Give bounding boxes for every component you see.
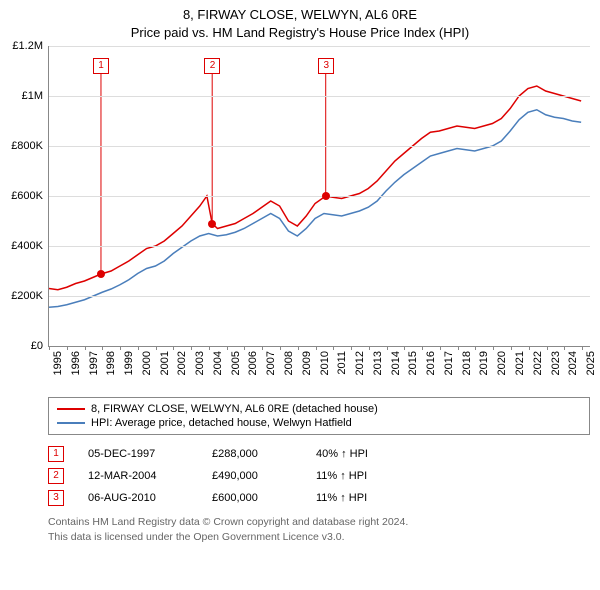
x-tick-label: 2016 [425, 351, 437, 375]
sale-marker-icon: 1 [48, 446, 64, 462]
x-tick-label: 2019 [478, 351, 490, 375]
sale-marker-flag: 2 [204, 58, 220, 74]
legend-item: HPI: Average price, detached house, Welw… [57, 416, 581, 430]
x-tick-label: 2013 [372, 351, 384, 375]
y-tick-label: £600K [11, 190, 49, 202]
sale-marker-dot [208, 220, 216, 228]
sale-price: £288,000 [212, 448, 292, 460]
x-tick-label: 2025 [585, 351, 597, 375]
sale-hpi: 11% ↑ HPI [316, 492, 367, 504]
x-tick-label: 2015 [407, 351, 419, 375]
y-tick-label: £1.2M [12, 40, 49, 52]
x-tick-label: 2023 [550, 351, 562, 375]
sale-price: £600,000 [212, 492, 292, 504]
x-tick-label: 2010 [319, 351, 331, 375]
x-axis-labels: 1995 1996 1997 1998 1999 2000 2001 2002 2003 2004… [48, 347, 590, 389]
x-tick-label: 1996 [70, 351, 82, 375]
footer-line: This data is licensed under the Open Gov… [48, 530, 590, 544]
x-tick-label: 2021 [514, 351, 526, 375]
x-tick-label: 2006 [247, 351, 259, 375]
y-tick-label: £1M [22, 90, 49, 102]
y-tick-label: £400K [11, 240, 49, 252]
legend: 8, FIRWAY CLOSE, WELWYN, AL6 0RE (detach… [48, 397, 590, 435]
sales-row: 3 06-AUG-2010 £600,000 11% ↑ HPI [48, 487, 590, 509]
x-tick-label: 1997 [88, 351, 100, 375]
sales-row: 1 05-DEC-1997 £288,000 40% ↑ HPI [48, 443, 590, 465]
title-line-1: 8, FIRWAY CLOSE, WELWYN, AL6 0RE [0, 6, 600, 24]
x-tick-label: 2012 [354, 351, 366, 375]
x-tick-label: 2004 [212, 351, 224, 375]
legend-label: 8, FIRWAY CLOSE, WELWYN, AL6 0RE (detach… [91, 403, 378, 415]
x-tick-label: 2018 [461, 351, 473, 375]
footer-line: Contains HM Land Registry data © Crown c… [48, 515, 590, 529]
x-tick-label: 2002 [176, 351, 188, 375]
y-tick-label: £0 [31, 340, 49, 352]
sale-date: 05-DEC-1997 [88, 448, 188, 460]
series-line [49, 86, 581, 290]
x-tick-label: 2020 [496, 351, 508, 375]
sale-marker-flag: 3 [318, 58, 334, 74]
footer: Contains HM Land Registry data © Crown c… [48, 515, 590, 543]
series-line [49, 110, 581, 308]
title-line-2: Price paid vs. HM Land Registry's House … [0, 24, 600, 42]
sales-table: 1 05-DEC-1997 £288,000 40% ↑ HPI 2 12-MA… [48, 443, 590, 509]
x-tick-label: 2014 [390, 351, 402, 375]
sale-hpi: 11% ↑ HPI [316, 470, 367, 482]
plot-area: £0£200K£400K£600K£800K£1M£1.2M123 [48, 46, 590, 347]
legend-swatch [57, 422, 85, 424]
x-tick-label: 1995 [52, 351, 64, 375]
x-tick-label: 2000 [141, 351, 153, 375]
chart-container: { "title": { "line1": "8, FIRWAY CLOSE, … [0, 0, 600, 544]
legend-item: 8, FIRWAY CLOSE, WELWYN, AL6 0RE (detach… [57, 402, 581, 416]
x-tick-label: 2008 [283, 351, 295, 375]
sale-hpi: 40% ↑ HPI [316, 448, 368, 460]
legend-label: HPI: Average price, detached house, Welw… [91, 417, 352, 429]
sale-marker-icon: 2 [48, 468, 64, 484]
x-tick-label: 2017 [443, 351, 455, 375]
x-tick-label: 1999 [123, 351, 135, 375]
y-tick-label: £800K [11, 140, 49, 152]
x-tick-label: 2007 [265, 351, 277, 375]
sales-row: 2 12-MAR-2004 £490,000 11% ↑ HPI [48, 465, 590, 487]
sale-date: 06-AUG-2010 [88, 492, 188, 504]
x-tick-label: 2022 [532, 351, 544, 375]
x-tick-label: 2024 [567, 351, 579, 375]
x-tick-label: 2001 [159, 351, 171, 375]
sale-marker-flag: 1 [93, 58, 109, 74]
sale-marker-icon: 3 [48, 490, 64, 506]
x-tick-label: 2009 [301, 351, 313, 375]
sale-marker-dot [322, 192, 330, 200]
chart-title: 8, FIRWAY CLOSE, WELWYN, AL6 0RE Price p… [0, 0, 600, 46]
legend-swatch [57, 408, 85, 410]
x-tick-label: 1998 [105, 351, 117, 375]
x-tick-label: 2011 [336, 351, 348, 375]
x-tick-label: 2003 [194, 351, 206, 375]
x-tick-label: 2005 [230, 351, 242, 375]
sale-marker-dot [97, 270, 105, 278]
y-tick-label: £200K [11, 290, 49, 302]
sale-date: 12-MAR-2004 [88, 470, 188, 482]
sale-price: £490,000 [212, 470, 292, 482]
